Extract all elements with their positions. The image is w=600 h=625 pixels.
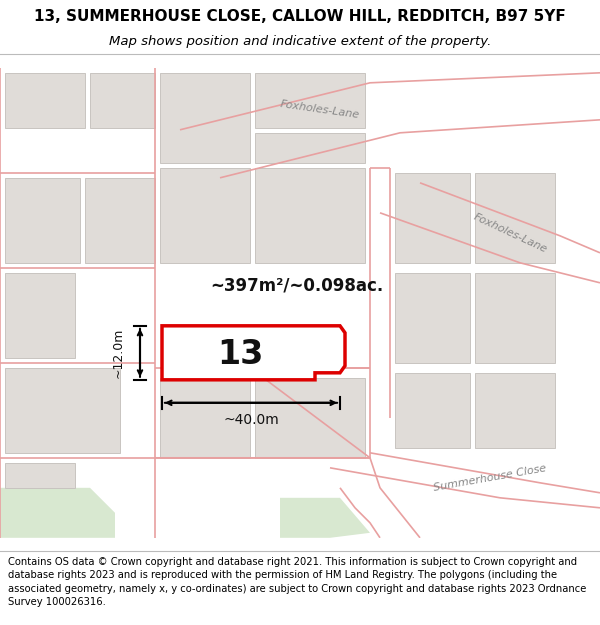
Polygon shape — [5, 177, 80, 262]
Polygon shape — [255, 72, 365, 128]
Polygon shape — [5, 462, 75, 488]
Polygon shape — [255, 168, 365, 262]
Polygon shape — [475, 173, 555, 262]
Text: Summerhouse Close: Summerhouse Close — [433, 463, 547, 492]
Text: ~397m²/~0.098ac.: ~397m²/~0.098ac. — [210, 277, 383, 295]
Polygon shape — [255, 132, 365, 162]
Polygon shape — [160, 378, 250, 458]
Polygon shape — [160, 72, 250, 162]
Text: ~12.0m: ~12.0m — [112, 328, 125, 378]
Polygon shape — [5, 72, 85, 128]
Text: Contains OS data © Crown copyright and database right 2021. This information is : Contains OS data © Crown copyright and d… — [8, 557, 586, 607]
Polygon shape — [162, 326, 345, 380]
Polygon shape — [280, 498, 370, 538]
Polygon shape — [85, 177, 155, 262]
Polygon shape — [395, 173, 470, 262]
Polygon shape — [255, 378, 365, 458]
Text: Foxholes-Lane: Foxholes-Lane — [280, 99, 361, 121]
Polygon shape — [0, 488, 115, 538]
Text: 13: 13 — [217, 338, 263, 371]
Polygon shape — [475, 372, 555, 448]
Text: 13, SUMMERHOUSE CLOSE, CALLOW HILL, REDDITCH, B97 5YF: 13, SUMMERHOUSE CLOSE, CALLOW HILL, REDD… — [34, 9, 566, 24]
Text: ~40.0m: ~40.0m — [223, 412, 279, 427]
Text: Map shows position and indicative extent of the property.: Map shows position and indicative extent… — [109, 35, 491, 48]
Polygon shape — [395, 272, 470, 362]
Polygon shape — [160, 168, 250, 262]
Polygon shape — [475, 272, 555, 362]
Polygon shape — [90, 72, 155, 128]
Polygon shape — [5, 368, 120, 452]
Polygon shape — [5, 272, 75, 358]
Text: Foxholes-Lane: Foxholes-Lane — [472, 211, 548, 254]
Polygon shape — [395, 372, 470, 448]
